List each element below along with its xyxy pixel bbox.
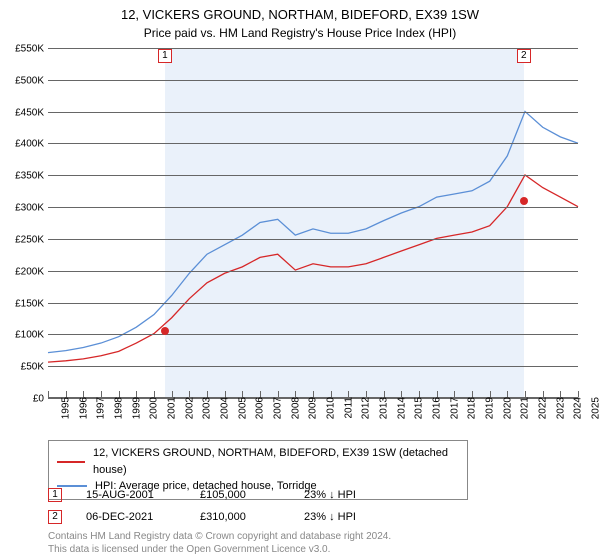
legend-swatch: [57, 461, 85, 463]
y-gridline: £500K: [48, 80, 578, 81]
sale-row-delta: 23% ↓ HPI: [304, 489, 356, 501]
y-tick-label: £150K: [15, 298, 48, 309]
legend-label: 12, VICKERS GROUND, NORTHAM, BIDEFORD, E…: [93, 445, 459, 478]
footer-line1: Contains HM Land Registry data © Crown c…: [48, 530, 391, 543]
y-tick-label: £450K: [15, 107, 48, 118]
sale-marker-dot: [520, 197, 528, 205]
sale-marker-box: 2: [517, 49, 531, 63]
sales-table: 1 15-AUG-2001 £105,000 23% ↓ HPI 2 06-DEC-202…: [48, 484, 356, 528]
sale-row-date: 06-DEC-2021: [86, 511, 176, 523]
plot-area: £0£50K£100K£150K£200K£250K£300K£350K£400…: [48, 48, 578, 398]
y-gridline: £450K: [48, 112, 578, 113]
y-gridline: £150K: [48, 303, 578, 304]
chart-title-line1: 12, VICKERS GROUND, NORTHAM, BIDEFORD, E…: [0, 0, 600, 24]
y-gridline: £300K: [48, 207, 578, 208]
y-gridline: £550K: [48, 48, 578, 49]
x-tick: 2025: [578, 391, 579, 397]
y-gridline: £250K: [48, 239, 578, 240]
y-tick-label: £350K: [15, 171, 48, 182]
sale-row-marker: 2: [48, 510, 62, 524]
line-series-svg: [48, 48, 578, 397]
y-tick-label: £500K: [15, 75, 48, 86]
footer-attribution: Contains HM Land Registry data © Crown c…: [48, 530, 391, 556]
sale-row-price: £310,000: [200, 511, 280, 523]
sale-row-date: 15-AUG-2001: [86, 489, 176, 501]
series-hpi: [48, 111, 578, 352]
y-gridline: £50K: [48, 366, 578, 367]
footer-line2: This data is licensed under the Open Gov…: [48, 543, 391, 556]
y-tick-label: £50K: [21, 362, 48, 373]
y-tick-label: £300K: [15, 203, 48, 214]
y-tick-label: £200K: [15, 266, 48, 277]
sale-row: 2 06-DEC-2021 £310,000 23% ↓ HPI: [48, 506, 356, 528]
sale-marker-box: 1: [158, 49, 172, 63]
sale-row-delta: 23% ↓ HPI: [304, 511, 356, 523]
sale-row: 1 15-AUG-2001 £105,000 23% ↓ HPI: [48, 484, 356, 506]
y-tick-label: £250K: [15, 234, 48, 245]
sale-row-marker: 1: [48, 488, 62, 502]
y-tick-label: £400K: [15, 139, 48, 150]
chart-container: 12, VICKERS GROUND, NORTHAM, BIDEFORD, E…: [0, 0, 600, 560]
legend-row: 12, VICKERS GROUND, NORTHAM, BIDEFORD, E…: [57, 445, 459, 478]
y-gridline: £200K: [48, 271, 578, 272]
chart-title-line2: Price paid vs. HM Land Registry's House …: [0, 24, 600, 40]
y-tick-label: £100K: [15, 330, 48, 341]
y-gridline: £400K: [48, 143, 578, 144]
sale-marker-dot: [161, 327, 169, 335]
y-gridline: £350K: [48, 175, 578, 176]
y-tick-label: £550K: [15, 44, 48, 55]
sale-row-price: £105,000: [200, 489, 280, 501]
x-tick-label: 2025: [557, 397, 600, 419]
y-gridline: £100K: [48, 334, 578, 335]
